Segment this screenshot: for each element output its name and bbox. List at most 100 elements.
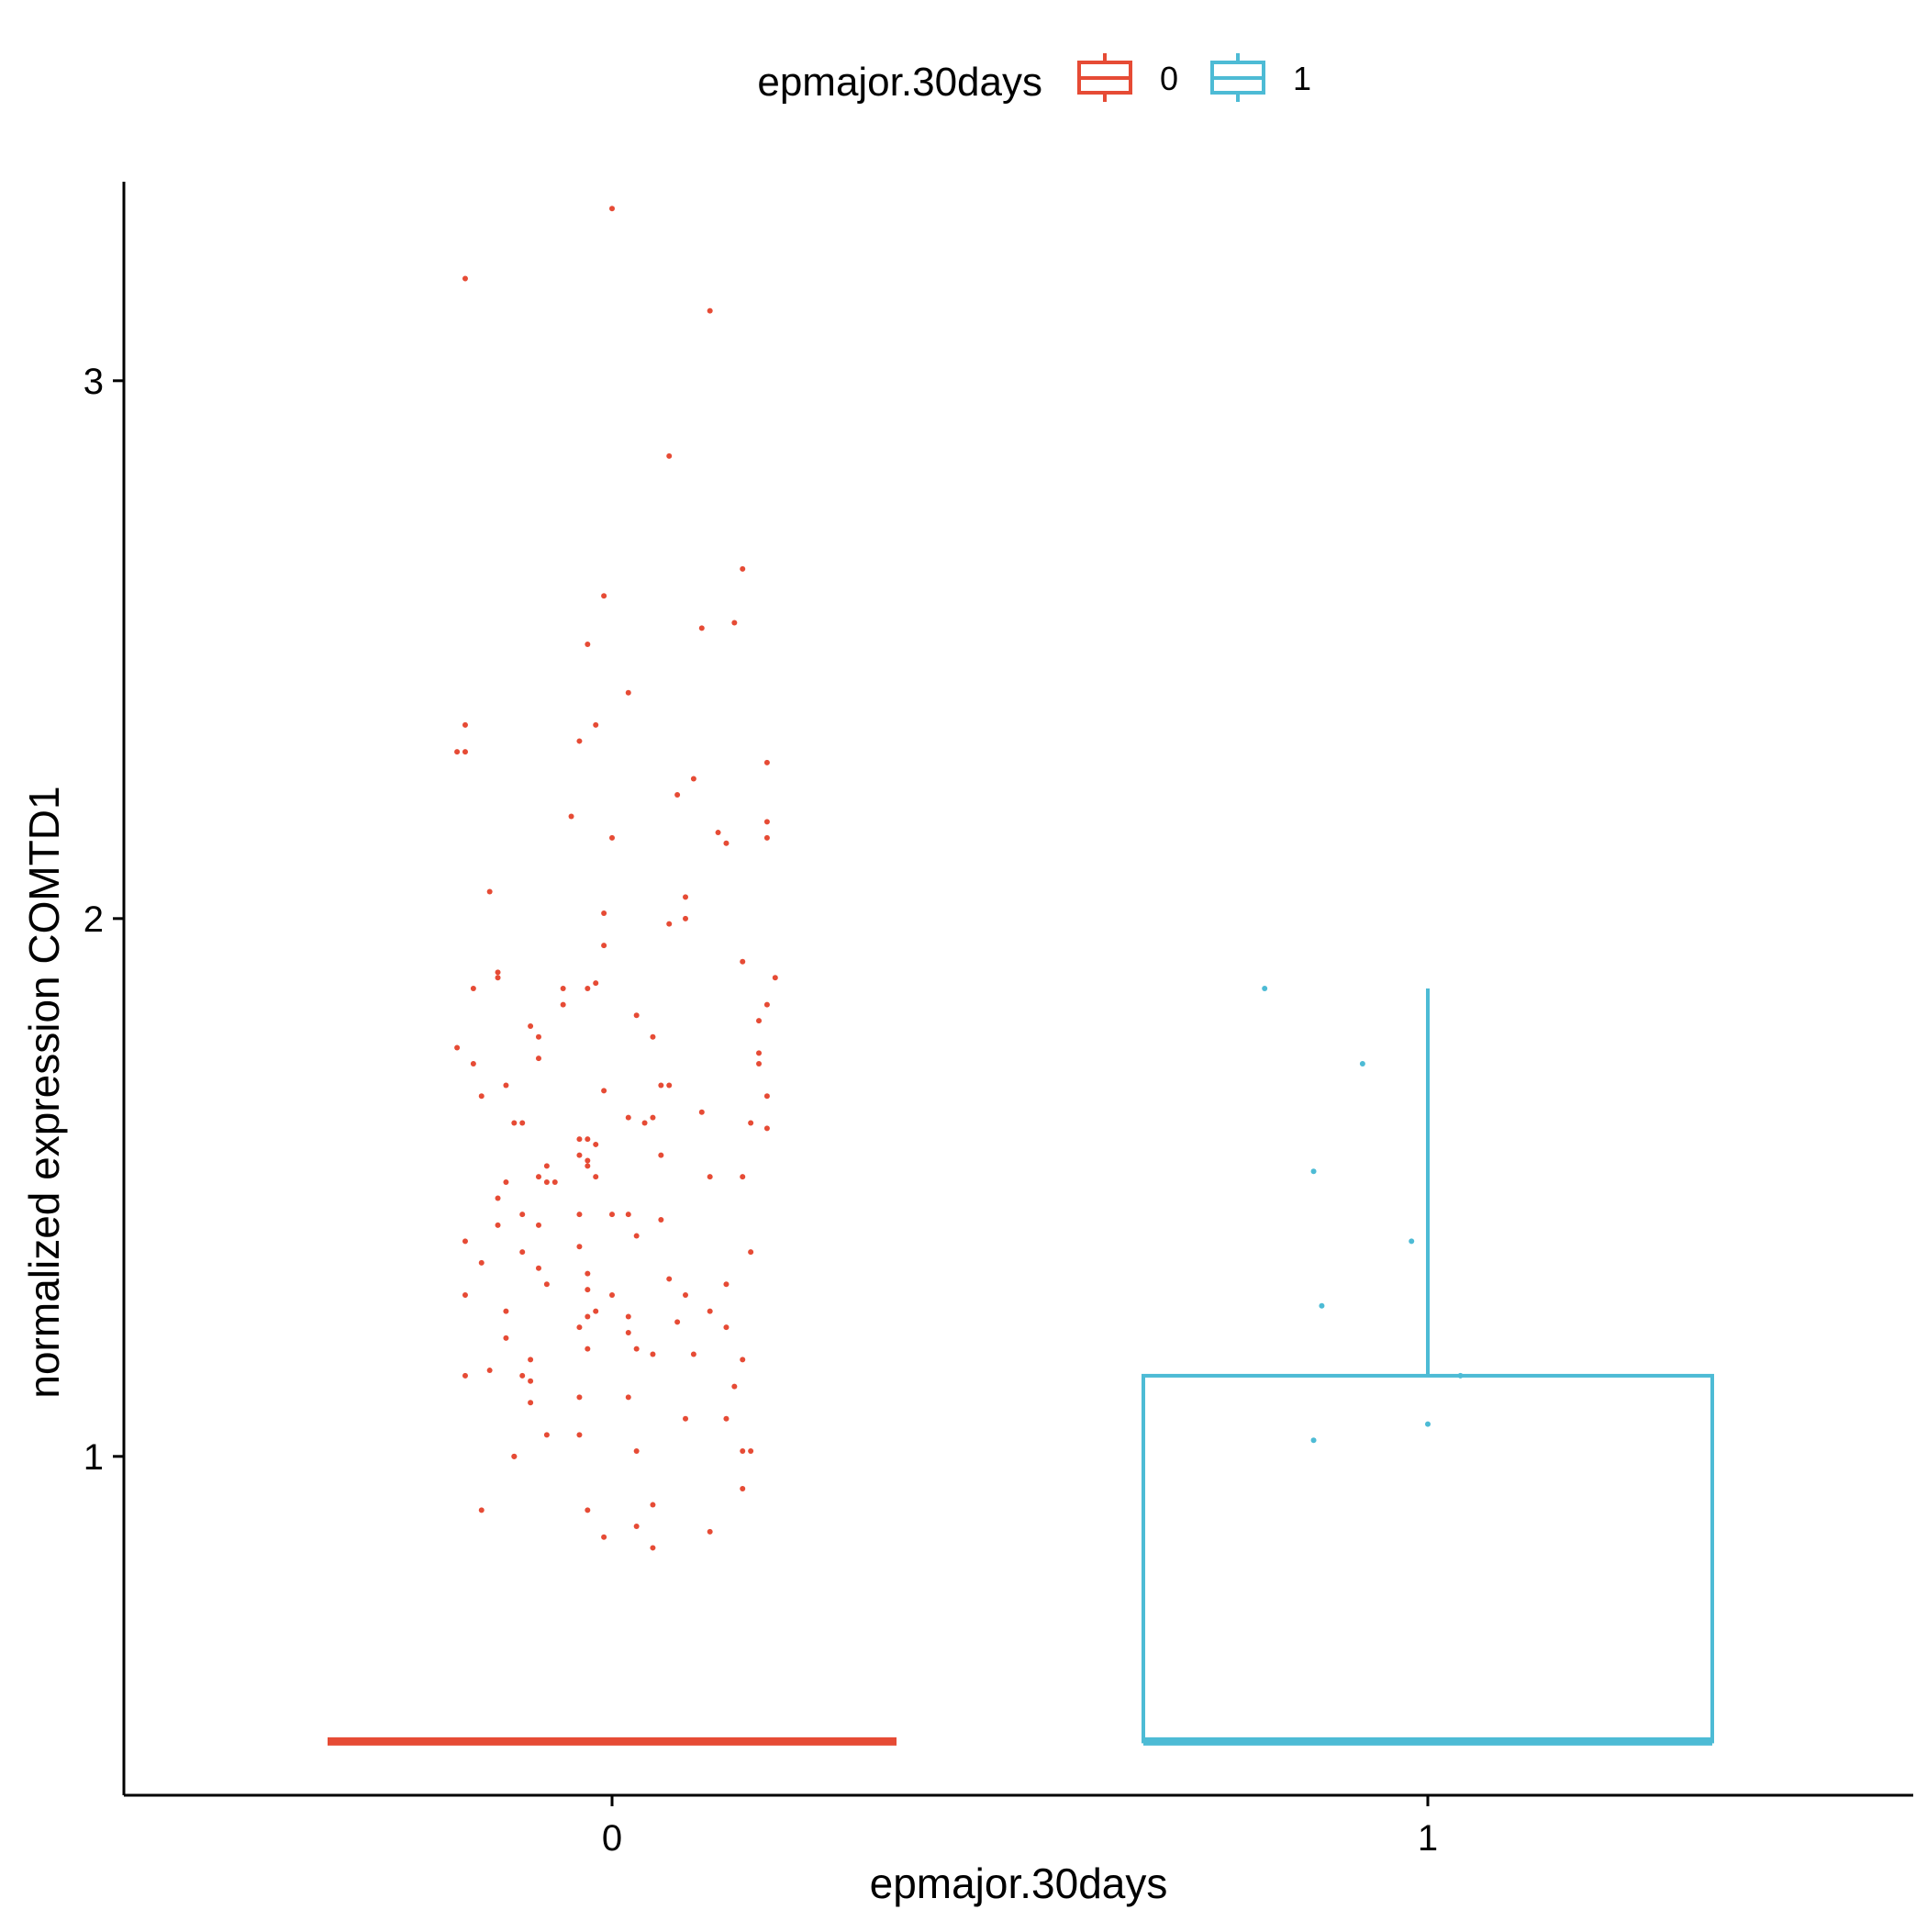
data-point	[723, 840, 730, 846]
legend-title: epmajor.30days	[757, 60, 1042, 105]
data-point	[740, 1357, 746, 1363]
data-point	[683, 894, 689, 900]
data-point	[543, 1178, 550, 1185]
data-point	[576, 738, 583, 744]
points-1	[1262, 986, 1464, 1444]
data-point	[625, 1114, 631, 1121]
data-point	[1359, 1061, 1365, 1067]
legend-label: 0	[1160, 60, 1178, 97]
data-point	[633, 1233, 640, 1239]
data-point	[543, 1432, 550, 1438]
data-point	[593, 980, 599, 987]
data-point	[585, 1287, 591, 1293]
data-point	[674, 792, 681, 798]
data-point	[763, 819, 770, 825]
data-point	[601, 1088, 607, 1094]
data-point	[748, 1249, 754, 1256]
data-point	[740, 1174, 746, 1180]
data-point	[674, 1319, 681, 1325]
data-point	[1262, 986, 1268, 991]
points-0	[454, 206, 778, 1551]
data-point	[633, 1346, 640, 1352]
data-point	[528, 1357, 534, 1363]
data-point	[535, 1222, 541, 1228]
y-tick-label: 1	[84, 1437, 104, 1478]
data-point	[683, 915, 689, 921]
data-point	[576, 1244, 583, 1250]
data-point	[715, 830, 721, 836]
data-point	[740, 565, 746, 572]
data-point	[519, 1120, 526, 1126]
data-point	[478, 1259, 485, 1266]
data-point	[576, 1212, 583, 1218]
data-point	[1319, 1302, 1325, 1309]
data-point	[609, 1212, 615, 1218]
data-point	[740, 1485, 746, 1491]
data-point	[625, 1394, 631, 1401]
data-point	[707, 1308, 713, 1314]
data-point	[462, 275, 468, 282]
data-point	[650, 1502, 656, 1508]
data-point	[723, 1281, 730, 1288]
data-point	[478, 1507, 485, 1513]
x-tick-label: 1	[1418, 1818, 1438, 1859]
data-point	[748, 1120, 754, 1126]
data-point	[462, 749, 468, 755]
data-point	[609, 1292, 615, 1299]
data-point	[560, 986, 566, 991]
data-point	[650, 1033, 656, 1040]
data-point	[585, 641, 591, 647]
data-point	[658, 1082, 664, 1089]
data-point	[486, 1368, 493, 1374]
data-point	[756, 1061, 763, 1067]
data-point	[763, 1125, 770, 1132]
data-point	[519, 1372, 526, 1379]
data-point	[683, 1292, 689, 1299]
data-point	[593, 1141, 599, 1147]
data-point	[576, 1136, 583, 1143]
data-point	[763, 834, 770, 841]
data-point	[503, 1308, 509, 1314]
data-point	[511, 1120, 518, 1126]
data-point	[658, 1216, 664, 1223]
data-point	[462, 721, 468, 728]
y-tick-label: 3	[84, 362, 104, 402]
data-point	[763, 1093, 770, 1100]
data-point	[625, 689, 631, 696]
data-point	[1425, 1421, 1431, 1427]
data-point	[576, 1152, 583, 1158]
data-point	[551, 1178, 558, 1185]
y-axis-title: normalized expression COMTD1	[20, 786, 68, 1398]
data-point	[593, 721, 599, 728]
data-point	[470, 986, 476, 991]
data-point	[601, 593, 607, 599]
data-point	[462, 1372, 468, 1379]
data-point	[666, 921, 673, 927]
data-point	[1409, 1238, 1415, 1245]
data-point	[683, 1415, 689, 1422]
data-point	[1310, 1168, 1317, 1175]
data-point	[535, 1055, 541, 1062]
data-point	[666, 1082, 673, 1089]
data-point	[585, 1270, 591, 1277]
data-point	[568, 813, 574, 820]
data-point	[625, 1313, 631, 1320]
data-point	[478, 1093, 485, 1100]
data-point	[625, 1330, 631, 1336]
data-point	[690, 1351, 696, 1357]
data-point	[585, 1136, 591, 1143]
data-point	[601, 943, 607, 949]
data-point	[650, 1545, 656, 1551]
data-point	[723, 1324, 730, 1331]
data-point	[650, 1351, 656, 1357]
data-point	[1457, 1372, 1464, 1379]
data-point	[576, 1394, 583, 1401]
data-point	[462, 1292, 468, 1299]
data-point	[503, 1082, 509, 1089]
data-point	[723, 1415, 730, 1422]
data-point	[666, 452, 673, 459]
data-point	[495, 969, 501, 976]
data-point	[740, 1447, 746, 1454]
